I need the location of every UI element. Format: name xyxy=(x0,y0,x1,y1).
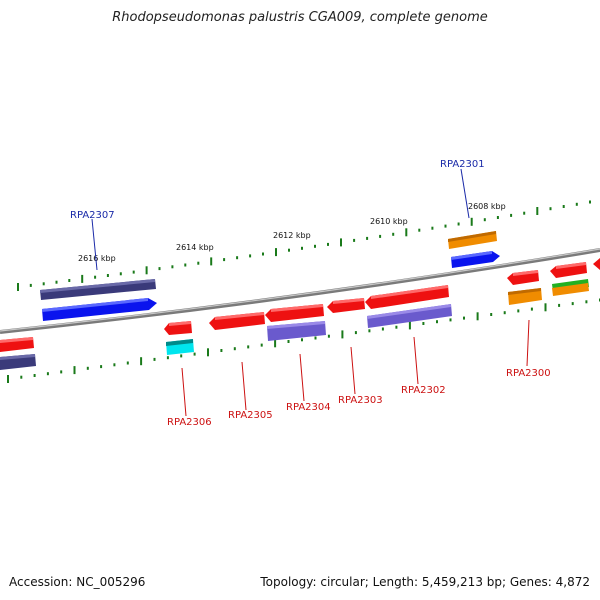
gene-rpa2303[interactable] xyxy=(327,298,365,313)
gene-label-rpa2304[interactable]: RPA2304 xyxy=(286,402,331,413)
gene-rpa2304-slate[interactable] xyxy=(267,321,326,341)
gene-left-navy[interactable] xyxy=(0,354,36,370)
gene-right-green[interactable] xyxy=(552,279,589,296)
label-leaders xyxy=(91,168,530,417)
gene-rpa2302[interactable] xyxy=(365,285,449,309)
gene-label-rpa2301[interactable]: RPA2301 xyxy=(440,159,485,170)
accession-text: Accession: NC_005296 xyxy=(9,575,146,589)
gene-rpa2301-upper[interactable] xyxy=(448,231,497,249)
gene-right-red-3[interactable] xyxy=(593,258,600,270)
gene-label-rpa2307[interactable]: RPA2307 xyxy=(70,210,115,221)
gene-rpa2304[interactable] xyxy=(265,304,324,322)
scale-label-2616: 2616 kbp xyxy=(78,254,116,263)
scale-label-2614: 2614 kbp xyxy=(176,243,214,252)
gene-rpa2301[interactable] xyxy=(451,251,500,268)
gene-label-rpa2303[interactable]: RPA2303 xyxy=(338,395,383,406)
gene-rpa2307[interactable] xyxy=(42,298,157,321)
gene-left-red[interactable] xyxy=(0,337,34,352)
gene-right-red-1[interactable] xyxy=(507,270,539,285)
gene-rpa2306[interactable] xyxy=(164,321,192,335)
scale-ticks-upper xyxy=(17,200,591,291)
gene-right-red-2[interactable] xyxy=(550,262,587,278)
gene-rpa2307-upper[interactable] xyxy=(40,279,156,300)
gene-rpa2300[interactable] xyxy=(508,288,542,305)
chromosome-backbone xyxy=(0,248,600,334)
gene-label-rpa2306[interactable]: RPA2306 xyxy=(167,417,212,428)
gene-label-rpa2300[interactable]: RPA2300 xyxy=(506,368,551,379)
gene-label-rpa2305[interactable]: RPA2305 xyxy=(228,410,273,421)
topology-text: Topology: circular; Length: 5,459,213 bp… xyxy=(260,575,590,589)
scale-label-2610: 2610 kbp xyxy=(370,217,408,226)
gene-rpa2302-slate[interactable] xyxy=(367,304,452,328)
gene-label-rpa2302[interactable]: RPA2302 xyxy=(401,385,446,396)
genome-title: Rhodopseudomonas palustris CGA009, compl… xyxy=(112,10,488,25)
scale-label-2612: 2612 kbp xyxy=(273,231,311,240)
gene-rpa2305[interactable] xyxy=(209,312,265,330)
scale-ticks-lower xyxy=(7,298,600,383)
scale-label-2608: 2608 kbp xyxy=(468,202,506,211)
gene-rpa2306-cyan[interactable] xyxy=(166,339,194,355)
